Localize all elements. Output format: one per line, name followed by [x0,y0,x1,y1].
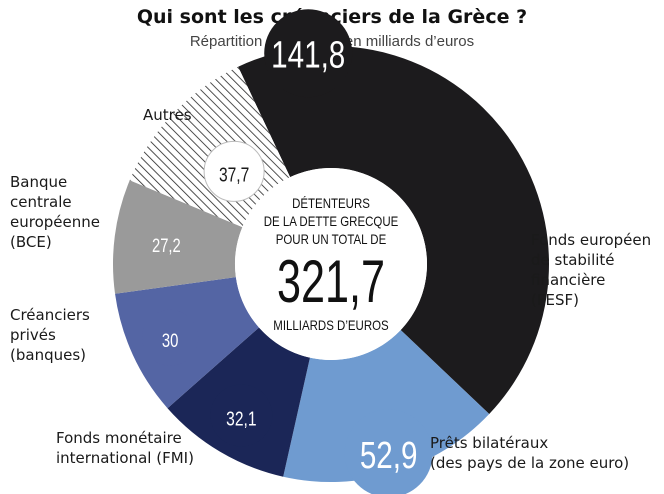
category-label-line: Autres [143,106,192,124]
center-line-4: MILLIARDS D’EUROS [273,317,388,333]
category-label-line: (des pays de la zone euro) [430,454,630,472]
category-label-line: Fonds européen [531,231,652,249]
value-label-5: 37,7 [219,163,249,185]
value-label-4: 27,2 [152,235,181,256]
slice-0 [238,46,549,414]
value-bubble-3 [142,309,199,366]
category-label-0: Fonds européen de stabilité financière (FES… [531,230,651,310]
center-line-1: DÉTENTEURS [292,195,370,211]
category-label-line: Fonds monétaire [56,429,182,447]
category-label-line: (BCE) [10,233,52,251]
category-label-line: européenne [10,213,100,231]
category-label-4: Banque centrale européenne (BCE) [10,172,100,252]
value-bubble-0 [264,9,353,98]
category-label-line: privés [10,326,56,344]
slice-1 [283,330,490,483]
value-label-0: 141,8 [271,34,345,76]
category-label-5: Autres [143,105,192,125]
value-bubble-5 [203,140,265,202]
donut-hole [235,168,427,360]
center-text: DÉTENTEURS DE LA DETTE GRECQUE POUR UN T… [264,195,399,333]
value-label-2: 32,1 [226,408,256,430]
category-label-3: Créanciers privés (banques) [10,305,90,365]
category-label-line: (FESF) [531,291,579,309]
category-label-2: Fonds monétaire international (FMI) [56,428,194,468]
category-label-line: Banque [10,173,68,191]
category-label-line: de stabilité [531,251,615,269]
value-bubble-2 [210,384,273,447]
value-label-1: 52,9 [360,434,418,476]
category-label-line: Prêts bilatéraux [430,434,549,452]
value-bubble-1 [344,409,433,494]
category-label-line: financière [531,271,606,289]
center-line-3: POUR UN TOTAL DE [276,231,387,247]
value-label-3: 30 [162,330,178,351]
category-label-line: international (FMI) [56,449,194,467]
category-label-1: Prêts bilatéraux (des pays de la zone eur… [430,433,629,473]
value-bubble-4 [138,214,195,271]
center-total: 321,7 [277,249,385,316]
category-label-line: (banques) [10,346,86,364]
category-label-line: Créanciers [10,306,90,324]
center-line-2: DE LA DETTE GRECQUE [264,213,399,229]
category-label-line: centrale [10,193,72,211]
